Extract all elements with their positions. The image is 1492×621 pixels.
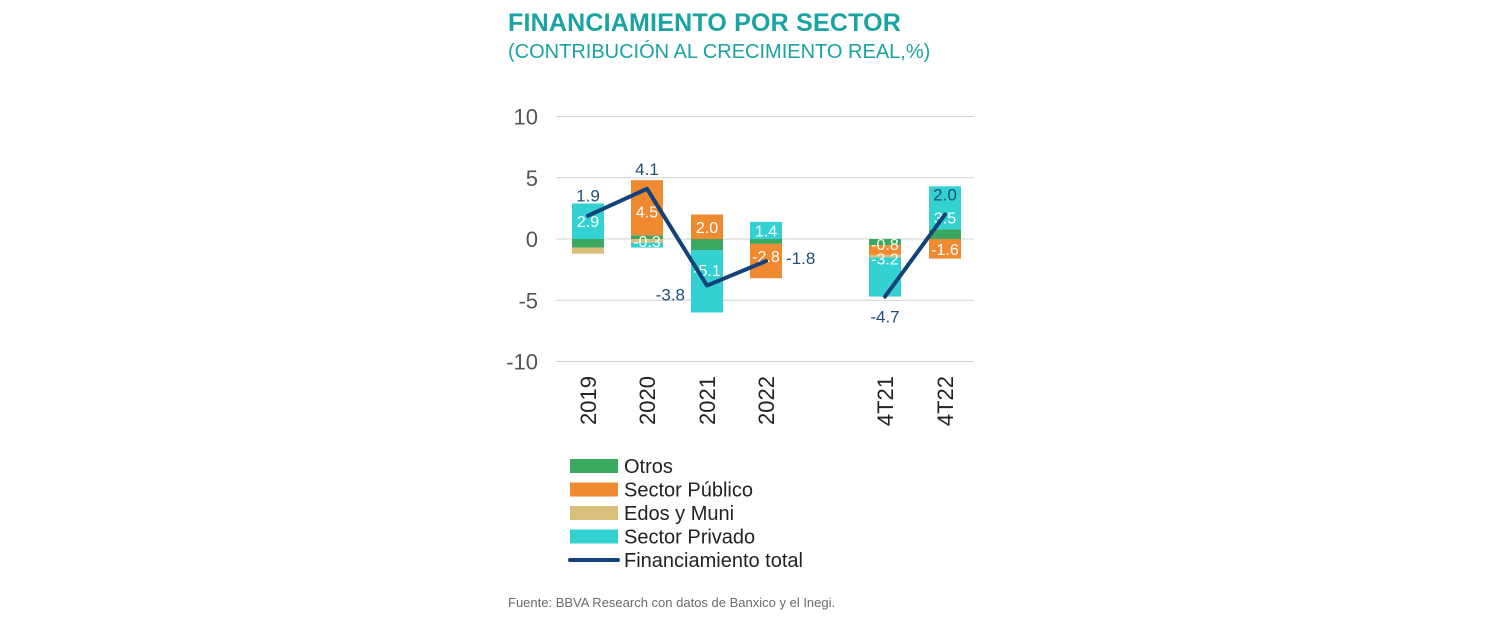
bar-segment-sector_publico xyxy=(691,214,723,239)
bar-value-label: -0.8 xyxy=(871,237,899,254)
bar-value-label: 2.9 xyxy=(577,214,599,231)
bar-segment-otros xyxy=(869,239,901,246)
bar-segment-sector_privado xyxy=(929,186,961,230)
bar-value-label: -3.2 xyxy=(871,252,899,269)
bar-segment-sector_privado xyxy=(750,221,782,239)
legend-label: Financiamiento total xyxy=(624,550,803,572)
total-value-label: -1.8 xyxy=(786,249,815,268)
bar-value-label: 4.5 xyxy=(636,204,658,221)
x-category-label: 2021 xyxy=(695,376,720,425)
x-category-label: 4T21 xyxy=(873,376,898,426)
source-note: Fuente: BBVA Research con datos de Banxi… xyxy=(508,595,836,610)
chart-subtitle: (CONTRIBUCIÓN AL CRECIMIENTO REAL,%) xyxy=(508,41,931,63)
bar-segment-sector_privado xyxy=(631,242,663,248)
bar-value-label: 1.4 xyxy=(755,223,777,240)
bar-value-label: -0.3 xyxy=(633,234,661,251)
bar-segment-otros xyxy=(631,235,663,239)
total-value-label: 1.9 xyxy=(576,187,600,206)
chart-title: FINANCIAMIENTO POR SECTOR xyxy=(508,9,901,37)
y-tick-label: 5 xyxy=(526,166,538,191)
bar-segment-sector_publico xyxy=(869,245,901,255)
total-value-label: -4.7 xyxy=(870,308,899,327)
legend-label: Sector Público xyxy=(624,480,753,502)
legend-label: Otros xyxy=(624,456,673,478)
bar-segment-otros xyxy=(750,239,782,244)
bar-segment-otros xyxy=(929,229,961,239)
legend-swatch-sector_privado xyxy=(570,529,618,544)
bar-value-label: 2.0 xyxy=(696,220,718,237)
total-value-label: -3.8 xyxy=(656,286,685,305)
total-line-annual xyxy=(586,186,768,288)
y-tick-label: -10 xyxy=(506,350,538,375)
bar-value-label: -1.6 xyxy=(931,242,959,259)
legend-label: Sector Privado xyxy=(624,527,755,549)
x-category-label: 2019 xyxy=(576,376,601,425)
legend-label: Edos y Muni xyxy=(624,503,734,525)
x-category-label: 4T22 xyxy=(933,376,958,426)
bar-segment-otros xyxy=(572,239,604,248)
y-tick-label: 0 xyxy=(526,227,538,252)
bar-segment-otros xyxy=(691,239,723,251)
legend-swatch-edos_muni xyxy=(570,506,618,520)
bar-segment-edos_muni xyxy=(869,254,901,258)
total-value-label: 2.0 xyxy=(933,186,957,205)
bar-segment-sector_publico xyxy=(929,239,961,259)
x-category-label: 2022 xyxy=(754,376,779,425)
total-line-quarterly xyxy=(883,212,947,299)
x-category-label: 2020 xyxy=(635,376,660,425)
y-tick-label: -5 xyxy=(518,288,538,313)
bar-segment-edos_muni xyxy=(572,247,604,254)
bar-segment-edos_muni xyxy=(631,239,663,243)
total-value-label: 4.1 xyxy=(635,160,659,179)
legend-swatch-otros xyxy=(570,459,618,473)
legend-swatch-sector_publico xyxy=(570,482,618,497)
y-tick-label: 10 xyxy=(514,105,538,130)
bar-segment-sector_privado xyxy=(869,257,901,297)
